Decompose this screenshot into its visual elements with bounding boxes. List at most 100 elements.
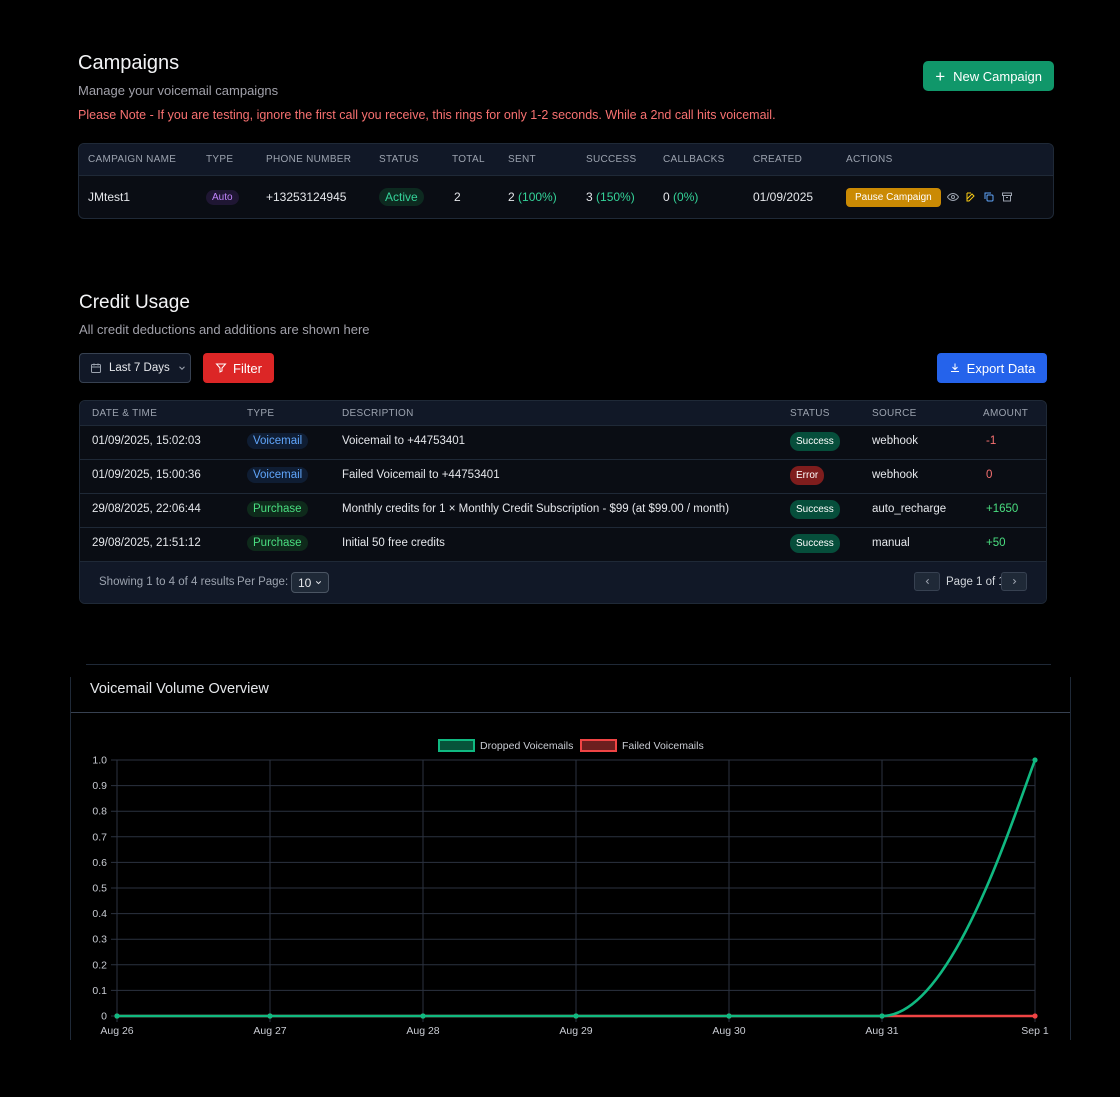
col-date-time: DATE & TIME — [92, 408, 158, 419]
data-point — [420, 1013, 426, 1019]
credit-table-header: DATE & TIME TYPE DESCRIPTION STATUS SOUR… — [80, 401, 1046, 426]
chart-divider — [71, 712, 1070, 713]
campaigns-section: Campaigns Manage your voicemail campaign… — [78, 52, 1054, 219]
y-tick-label: 0.3 — [92, 934, 107, 946]
type-badge: Auto — [206, 189, 239, 205]
per-page-value: 10 — [298, 575, 312, 590]
row-description: Initial 50 free credits — [342, 537, 445, 549]
col-source: SOURCE — [872, 408, 917, 419]
campaigns-subtitle: Manage your voicemail campaigns — [78, 83, 279, 98]
y-tick-label: 0.9 — [92, 780, 107, 792]
table-row[interactable]: 29/08/2025, 21:51:12 Purchase Initial 50… — [80, 528, 1046, 562]
row-type-cell: Purchase — [247, 501, 308, 517]
date-range-dropdown[interactable]: Last 7 Days — [79, 353, 191, 383]
success-value: 3 — [586, 190, 593, 204]
actions-cell: Pause Campaign — [846, 187, 1013, 207]
type-cell: Auto — [206, 189, 239, 205]
per-page-label: Per Page: — [237, 576, 289, 588]
next-page-button[interactable] — [1001, 572, 1027, 591]
row-source: webhook — [872, 469, 919, 481]
y-tick-label: 0.8 — [92, 806, 107, 818]
voicemail-volume-chart: 0 0.1 0.2 0.3 0.4 0.5 0.6 0.7 0.8 0.9 1.0 Aug 26 Aug… — [92, 739, 1049, 1037]
eye-icon[interactable] — [946, 191, 959, 203]
page-indicator: Page 1 of 1 — [946, 576, 1005, 588]
status-badge: Success — [790, 500, 840, 519]
row-source: webhook — [872, 435, 919, 447]
row-description: Monthly credits for 1 × Monthly Credit S… — [342, 503, 730, 515]
filter-icon — [215, 363, 227, 373]
col-total: TOTAL — [452, 154, 485, 165]
legend-swatch — [580, 739, 617, 752]
credit-usage-section: Credit Usage All credit deductions and a… — [79, 292, 1047, 604]
pagination-footer: Showing 1 to 4 of 4 results Per Page: 10… — [80, 562, 1046, 603]
calendar-icon — [91, 363, 101, 373]
export-data-label: Export Data — [966, 360, 1036, 376]
type-badge: Voicemail — [247, 467, 309, 483]
data-point — [1032, 1013, 1038, 1019]
data-point — [114, 1013, 120, 1019]
y-tick-label: 0.2 — [92, 959, 107, 971]
per-page-select[interactable]: 10 — [291, 572, 329, 593]
success-pct: (150%) — [596, 190, 635, 204]
total-value: 2 — [454, 190, 461, 204]
date-range-label: Last 7 Days — [109, 362, 170, 374]
copy-icon[interactable] — [983, 191, 995, 203]
download-icon — [950, 363, 959, 372]
table-row[interactable]: 01/09/2025, 15:00:36 Voicemail Failed Vo… — [80, 460, 1046, 494]
status-badge: Success — [790, 432, 840, 451]
table-row[interactable]: 01/09/2025, 15:02:03 Voicemail Voicemail… — [80, 426, 1046, 460]
campaigns-title: Campaigns — [78, 52, 180, 74]
x-tick-label: Aug 26 — [100, 1025, 133, 1037]
row-date: 01/09/2025, 15:02:03 — [92, 435, 201, 447]
archive-icon[interactable] — [1001, 191, 1013, 203]
edit-icon[interactable] — [965, 191, 977, 203]
prev-page-button[interactable] — [914, 572, 940, 591]
data-point — [879, 1013, 885, 1019]
row-status-cell: Success — [790, 432, 840, 451]
credit-usage-subtitle: All credit deductions and additions are … — [79, 322, 370, 337]
export-data-button[interactable]: Export Data — [937, 353, 1047, 383]
col-created: CREATED — [753, 154, 803, 165]
col-sent: SENT — [508, 154, 536, 165]
row-type-cell: Voicemail — [247, 433, 309, 449]
row-status-cell: Error — [790, 466, 825, 485]
type-badge: Purchase — [247, 501, 308, 517]
testing-note: Please Note - If you are testing, ignore… — [78, 108, 776, 122]
row-date: 01/09/2025, 15:00:36 — [92, 469, 201, 481]
created-date: 01/09/2025 — [753, 190, 814, 204]
row-date: 29/08/2025, 21:51:12 — [92, 537, 201, 549]
row-description: Voicemail to +44753401 — [342, 435, 466, 447]
row-date: 29/08/2025, 22:06:44 — [92, 503, 201, 515]
filter-button[interactable]: Filter — [203, 353, 274, 383]
plus-icon: + — [935, 66, 946, 86]
credit-toolbar: Last 7 Days Filter Export Data — [79, 353, 1047, 383]
row-amount: +50 — [986, 537, 1006, 549]
col-status: STATUS — [790, 408, 830, 419]
col-type: TYPE — [247, 408, 275, 419]
col-callbacks: CALLBACKS — [663, 154, 725, 165]
success-cell: 3 (150%) — [586, 190, 635, 204]
table-row[interactable]: JMtest1 Auto +13253124945 Active 2 2 (10… — [79, 176, 1053, 218]
row-source: auto_recharge — [872, 503, 947, 515]
callbacks-pct: (0%) — [673, 190, 699, 204]
pause-campaign-button[interactable]: Pause Campaign — [846, 187, 941, 207]
type-badge: Voicemail — [247, 433, 309, 449]
data-point — [726, 1013, 732, 1019]
new-campaign-button[interactable]: + New Campaign — [923, 61, 1054, 91]
y-tick-label: 0.4 — [92, 908, 107, 920]
x-tick-label: Aug 27 — [253, 1025, 286, 1037]
chevron-down-icon — [178, 366, 185, 370]
credit-usage-title: Credit Usage — [79, 292, 190, 313]
legend-label: Dropped Voicemails — [480, 740, 573, 752]
credit-usage-table: DATE & TIME TYPE DESCRIPTION STATUS SOUR… — [79, 400, 1047, 604]
new-campaign-label: New Campaign — [953, 68, 1042, 84]
callbacks-value: 0 — [663, 190, 670, 204]
y-tick-label: 0.1 — [92, 985, 107, 997]
status-badge: Success — [790, 534, 840, 553]
status-cell: Active — [379, 188, 424, 206]
row-status-cell: Success — [790, 534, 840, 553]
col-campaign-name: CAMPAIGN NAME — [88, 154, 177, 165]
table-row[interactable]: 29/08/2025, 22:06:44 Purchase Monthly cr… — [80, 494, 1046, 528]
x-tick-label: Aug 31 — [865, 1025, 898, 1037]
row-amount: -1 — [986, 435, 997, 447]
